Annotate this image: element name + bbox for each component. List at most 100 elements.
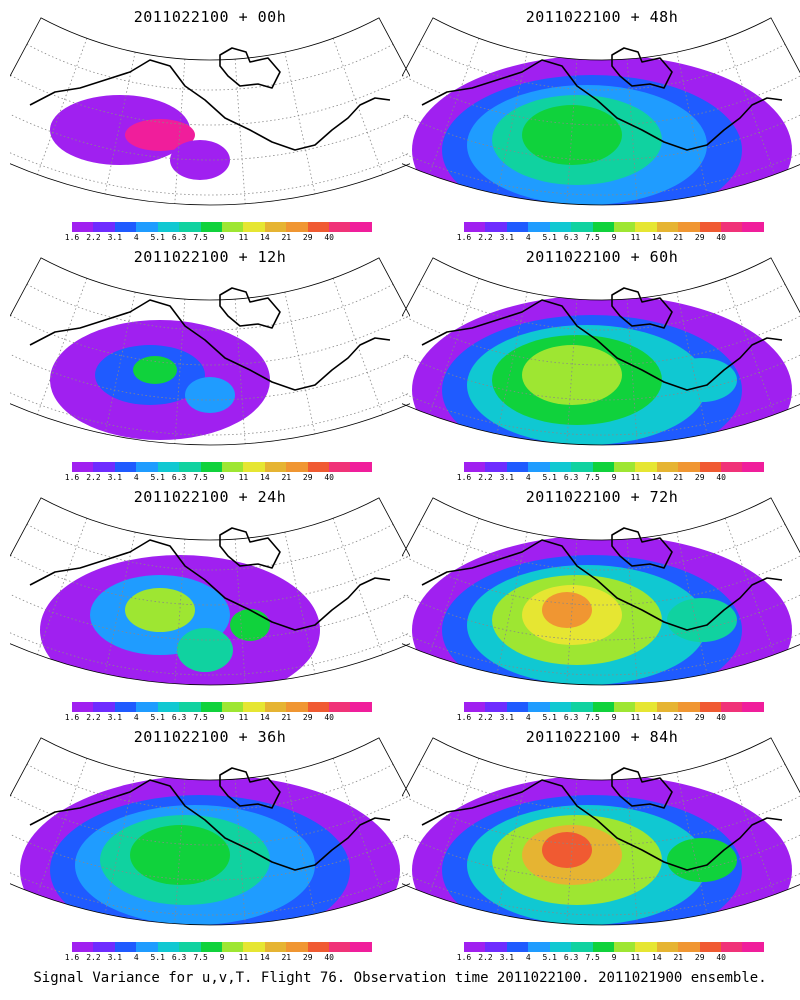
colorbar-tick-label: 11 [238, 233, 249, 242]
colorbar-swatch [72, 942, 94, 952]
panel-title: 2011022100 + 84h [525, 728, 679, 746]
colorbar-swatch [464, 702, 486, 712]
colorbar-swatch [549, 462, 572, 472]
colorbar-tick-label: 2.2 [478, 713, 493, 722]
colorbar-swatch [699, 942, 722, 952]
colorbar-tick-label: 2.2 [478, 473, 493, 482]
colorbar-swatch [635, 222, 657, 232]
figure-caption: Signal Variance for u,v,T. Flight 76. Ob… [33, 970, 767, 986]
colorbar-tick-label: 1.6 [64, 713, 80, 722]
colorbar-tick-label: 29 [694, 473, 705, 482]
colorbar-swatch [656, 222, 679, 232]
colorbar-swatch [264, 222, 287, 232]
colorbar-swatch [264, 702, 287, 712]
colorbar-swatch [93, 942, 115, 952]
colorbar-tick-label: 29 [302, 953, 313, 962]
colorbar-tick-label: 9 [219, 473, 225, 482]
variance-field [412, 535, 792, 685]
map-boundary [10, 737, 410, 926]
colorbar-tick-label: 5.1 [542, 713, 557, 722]
colorbar-tick-label: 1.6 [64, 953, 80, 962]
colorbar-tick-label: 40 [324, 473, 334, 482]
colorbar-swatch [699, 222, 722, 232]
colorbar-swatch [157, 222, 180, 232]
colorbar-tick-label: 7.5 [193, 713, 208, 722]
colorbar-swatch [243, 222, 265, 232]
colorbar-swatch [528, 942, 550, 952]
variance-contour [185, 377, 235, 413]
colorbar-swatch [179, 942, 201, 952]
colorbar-tick-label: 3.1 [499, 473, 515, 482]
variance-field [40, 555, 320, 685]
colorbar-swatch [678, 702, 700, 712]
colorbar-swatch [264, 462, 287, 472]
colorbar-tick-label: 1.6 [456, 233, 472, 242]
colorbar-tick-label: 40 [716, 233, 726, 242]
map-boundary [402, 497, 800, 686]
colorbar-tick-label: 4 [133, 713, 139, 722]
colorbar-tick-label: 9 [219, 713, 225, 722]
colorbar-tick-label: 2.2 [478, 233, 493, 242]
panel-title: 2011022100 + 48h [525, 8, 679, 26]
variance-contour [125, 588, 195, 632]
colorbar-tick-label: 29 [302, 233, 313, 242]
colorbar-swatch [485, 702, 507, 712]
colorbar-swatch [114, 702, 137, 712]
colorbar-swatch [485, 462, 507, 472]
colorbar-swatch [678, 462, 700, 472]
colorbar-tick-label: 9 [611, 233, 617, 242]
variance-field [412, 55, 792, 205]
colorbar-tick-label: 9 [611, 473, 617, 482]
graticule [402, 758, 800, 924]
map-panel-00h: 2011022100 + 00h 1.6 2.2 3.1 4 5.1 6.3 7.5 9 11 1… [10, 0, 410, 242]
colorbar-swatch [464, 462, 486, 472]
colorbar-tick-label: 2.2 [86, 233, 101, 242]
colorbar-swatch [286, 222, 308, 232]
colorbar-swatch [656, 702, 679, 712]
colorbar-labels: 1.6 2.2 3.1 4 5.1 6.3 7.5 9 11 14 21 29 40 [65, 953, 372, 963]
colorbar-swatch [136, 462, 158, 472]
colorbar-tick-label: 6.3 [563, 233, 579, 242]
colorbar-swatch [549, 702, 572, 712]
colorbar-swatch [136, 942, 158, 952]
colorbar-swatch [678, 942, 700, 952]
coastline [29, 527, 391, 631]
colorbar-swatch [329, 942, 351, 952]
colorbar-tick-label: 21 [281, 473, 292, 482]
colorbar-swatch [506, 702, 529, 712]
map-plot [402, 257, 800, 446]
colorbar-tick-label: 11 [630, 473, 641, 482]
colorbar-swatch [329, 702, 351, 712]
variance-field [20, 775, 400, 925]
colorbar-tick-label: 11 [238, 953, 249, 962]
colorbar-tick-label: 6.3 [171, 713, 187, 722]
map-plot [402, 17, 800, 206]
colorbar-tick-label: 3.1 [499, 953, 515, 962]
colorbar-swatch [528, 702, 550, 712]
colorbar-swatch [72, 702, 94, 712]
colorbar-swatch [635, 702, 657, 712]
colorbar-tick-label: 2.2 [86, 473, 101, 482]
colorbar-tick-label: 7.5 [193, 233, 208, 242]
colorbar-tick-label: 9 [611, 953, 617, 962]
colorbar-swatch [506, 222, 529, 232]
colorbar-tick-label: 21 [281, 233, 292, 242]
colorbar-swatch [485, 222, 507, 232]
colorbar-swatch [742, 702, 764, 712]
colorbar-tick-label: 11 [630, 953, 641, 962]
colorbar-swatch [286, 942, 308, 952]
colorbar-swatch [93, 462, 115, 472]
colorbar-tick-label: 9 [219, 953, 225, 962]
colorbar-swatch [114, 222, 137, 232]
colorbar-swatch [350, 942, 372, 952]
colorbar-tick-label: 5.1 [542, 233, 557, 242]
colorbar [72, 462, 372, 472]
colorbar-tick-label: 21 [673, 953, 684, 962]
colorbar-swatch [200, 942, 222, 952]
colorbar-tick-label: 1.6 [64, 473, 80, 482]
colorbar-swatch [179, 462, 201, 472]
variance-contour [667, 358, 737, 402]
panel-title: 2011022100 + 00h [133, 8, 287, 26]
colorbar-tick-label: 21 [673, 473, 684, 482]
colorbar-swatch [721, 942, 743, 952]
